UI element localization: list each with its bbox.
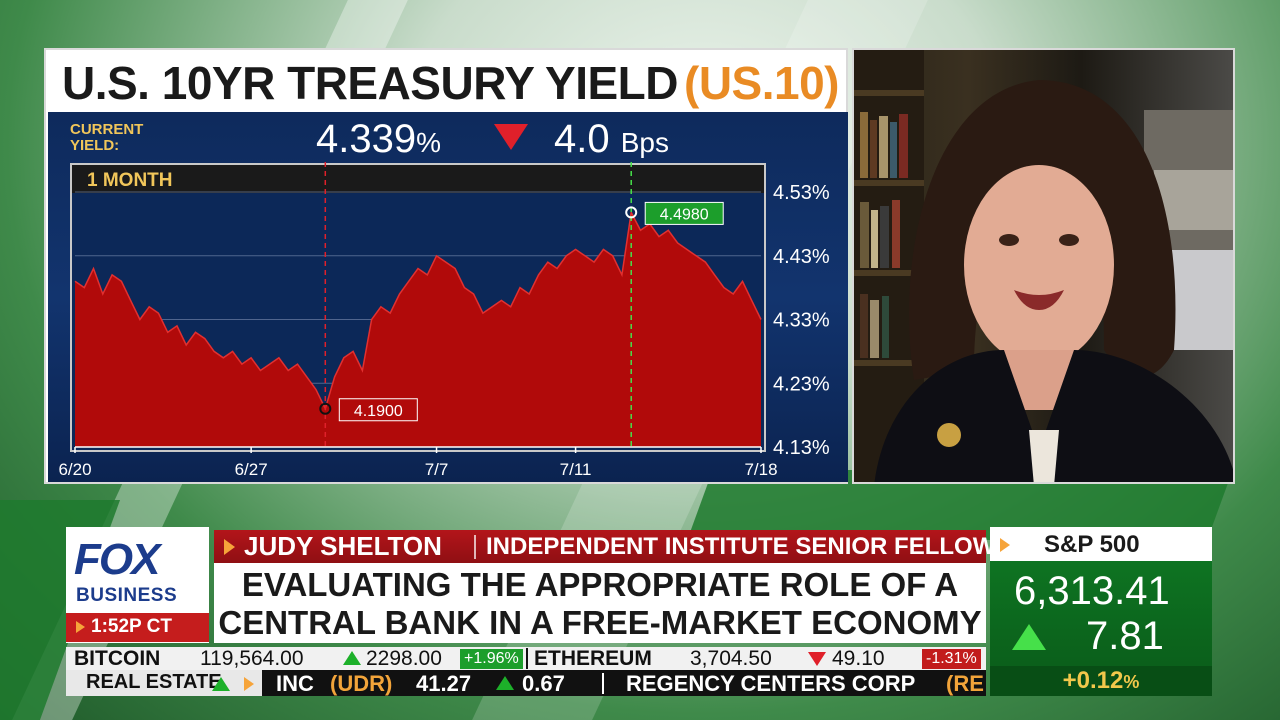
change-unit: Bps <box>620 127 669 158</box>
x-tick-label: 7/7 <box>425 460 449 479</box>
ticker-category: REAL ESTATE <box>66 670 262 696</box>
y-tick-label: 4.23% <box>773 373 830 395</box>
annotation-badge <box>644 201 724 225</box>
guest-video-image <box>854 50 1233 482</box>
change-number: 4.0 <box>554 117 610 161</box>
chart-title-text: U.S. 10YR TREASURY YIELD <box>62 57 679 109</box>
annotation-badge <box>338 398 418 422</box>
play-triangle-icon <box>76 620 85 633</box>
y-tick-label: 4.33% <box>773 310 830 332</box>
eth-change: 49.10 <box>832 647 885 670</box>
yield-line <box>74 210 762 411</box>
stock-ticker: REAL ESTATE INC (UDR) 41.27 0.67 REGENCY… <box>66 670 986 696</box>
stock1-symbol: (UDR) <box>330 671 393 696</box>
btc-price: 119,564.00 <box>200 647 304 670</box>
current-yield-label: CURRENT YIELD: <box>70 122 143 154</box>
eth-percent: -1.31% <box>922 649 981 669</box>
chart-symbol: (US.10) <box>684 57 839 109</box>
stock1-name: INC <box>276 671 314 696</box>
yield-number: 4.339 <box>316 117 417 161</box>
change-value: 4.0 Bps <box>554 117 669 162</box>
crypto-ticker: BITCOIN 119,564.00 2298.00 +1.96% ETHERE… <box>66 647 986 670</box>
ticker-category-label: REAL ESTATE <box>86 671 222 693</box>
index-percent-value: +0.12 <box>1062 667 1124 694</box>
x-tick-label: 7/18 <box>744 460 777 479</box>
down-arrow-icon <box>494 124 528 150</box>
annotation-marker <box>319 402 332 415</box>
stock1-price: 41.27 <box>416 671 472 696</box>
up-arrow-icon <box>1012 624 1046 650</box>
eth-name: ETHEREUM <box>534 647 652 670</box>
index-percent: +0.12% <box>990 666 1212 696</box>
yield-chart-box: CURRENT YIELD: 4.339% 4.0 Bps 1 MONTH 4.5… <box>48 112 848 482</box>
guest-name-bar: JUDY SHELTON INDEPENDENT INSTITUTE SENIO… <box>214 530 995 563</box>
annotation-label: 4.1900 <box>354 403 403 420</box>
headline-line2: CENTRAL BANK IN A FREE-MARKET ECONOMY <box>218 604 982 641</box>
index-change: 7.81 <box>1086 614 1164 658</box>
index-header: S&P 500 <box>990 527 1212 561</box>
stock1-change: 0.67 <box>522 671 565 696</box>
time-text: 1:52P CT <box>91 616 172 637</box>
stock2-name: REGENCY CENTERS CORP <box>626 671 916 696</box>
ticker-separator <box>602 673 604 694</box>
index-name: S&P 500 <box>1044 531 1140 558</box>
y-tick-label: 4.13% <box>773 437 830 459</box>
current-label-line1: CURRENT <box>70 121 144 138</box>
time-display: 1:52P CT <box>66 613 209 642</box>
ticker-separator <box>526 648 528 669</box>
logo-fox-text: FOX <box>74 535 160 584</box>
play-triangle-icon <box>1000 538 1010 552</box>
x-tick-label: 7/11 <box>560 460 592 479</box>
name-divider <box>474 535 476 559</box>
index-percent-unit: % <box>1123 672 1140 692</box>
chart-title: U.S. 10YR TREASURY YIELD (US.10) <box>62 56 839 110</box>
play-triangle-icon <box>224 539 235 555</box>
x-tick-label: 6/20 <box>58 460 91 479</box>
range-label-bar <box>72 165 764 193</box>
guest-name: JUDY SHELTON <box>244 531 442 561</box>
guest-video-feed <box>852 48 1235 484</box>
logo-business-text: BUSINESS <box>76 585 178 606</box>
yield-area <box>75 212 761 447</box>
btc-percent: +1.96% <box>460 649 523 669</box>
stock2-symbol: (RE <box>946 671 984 696</box>
y-tick-label: 4.43% <box>773 246 830 268</box>
current-label-line2: YIELD: <box>70 137 120 154</box>
y-tick-label: 4.53% <box>773 182 830 204</box>
range-label: 1 MONTH <box>87 170 173 191</box>
eth-price: 3,704.50 <box>690 647 772 670</box>
guest-title: INDEPENDENT INSTITUTE SENIOR FELLOW <box>486 533 996 560</box>
current-yield-value: 4.339% <box>316 117 441 162</box>
annotation-label: 4.4980 <box>660 206 709 223</box>
x-tick-label: 6/27 <box>235 460 268 479</box>
btc-name: BITCOIN <box>74 647 161 670</box>
headline-line1: EVALUATING THE APPROPRIATE ROLE OF A <box>241 566 959 603</box>
yield-chart: 1 MONTH 4.53% 4.43% 4.33% 4.23% 4.13% 6/20 6/27… <box>58 162 830 479</box>
headline: EVALUATING THE APPROPRIATE ROLE OF A CEN… <box>214 563 986 643</box>
chart-panel: U.S. 10YR TREASURY YIELD (US.10) CURRENT … <box>44 48 848 484</box>
annotation-marker <box>625 206 638 219</box>
btc-change: 2298.00 <box>366 647 442 670</box>
index-quote-box: S&P 500 6,313.41 7.81 +0.12% <box>990 527 1212 696</box>
index-value: 6,313.41 <box>1014 569 1170 613</box>
yield-unit: % <box>416 127 442 158</box>
